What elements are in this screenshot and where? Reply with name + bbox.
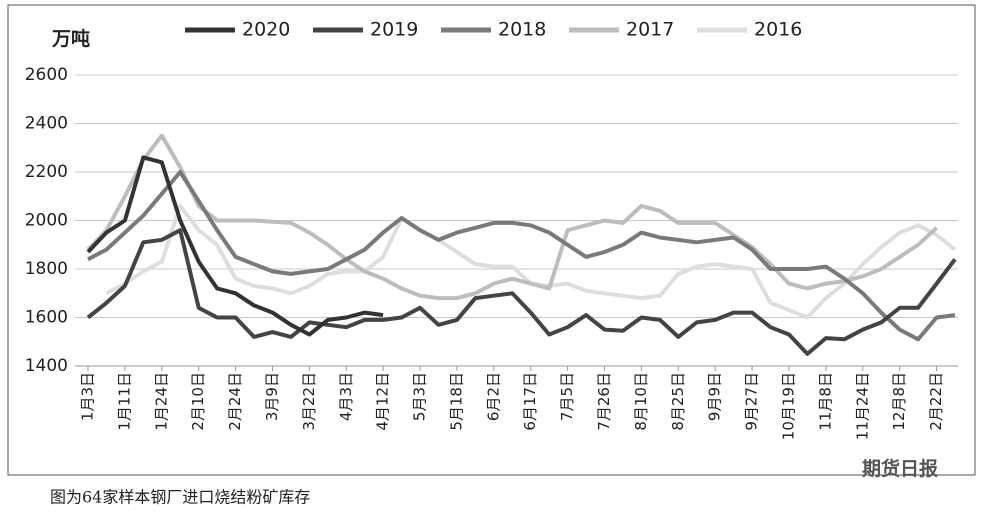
series-line: [86, 155, 384, 337]
y-tick-label: 1400: [25, 356, 68, 376]
legend-label: 2016: [754, 19, 802, 41]
x-tick-label: 4月3日: [337, 372, 355, 421]
x-tick-label: 8月10日: [632, 372, 650, 431]
x-tick-label: 2月22日: [927, 372, 945, 431]
y-tick-label: 1800: [25, 259, 68, 279]
x-tick-label: 10月19日: [779, 372, 797, 440]
x-tick-label: 3月9日: [263, 372, 281, 421]
x-tick-label: 2月10日: [189, 372, 207, 431]
x-tick-label: 5月18日: [447, 372, 465, 431]
x-tick-label: 2月24日: [226, 372, 244, 431]
x-tick-label: 5月3日: [411, 372, 429, 421]
x-tick-label: 8月25日: [669, 372, 687, 431]
x-tick-label: 11月8日: [816, 372, 834, 431]
legend-label: 2017: [626, 19, 674, 41]
y-tick-label: 2400: [25, 114, 68, 134]
y-tick-label: 2600: [25, 65, 68, 85]
x-tick-label: 1月24日: [152, 372, 170, 431]
caption: 图为64家样本钢厂进口烧结粉矿库存: [50, 488, 310, 507]
legend-label: 2019: [370, 19, 418, 41]
x-tick-label: 9月27日: [743, 372, 761, 431]
x-tick-label: 11月24日: [853, 372, 871, 440]
x-tick-label: 3月22日: [300, 372, 318, 431]
legend-label: 2020: [242, 19, 290, 41]
y-tick-label: 2000: [25, 211, 68, 231]
unit-label: 万吨: [51, 27, 90, 50]
y-tick-label: 1600: [25, 308, 68, 328]
series-line: [86, 133, 938, 301]
x-tick-label: 7月5日: [558, 372, 576, 421]
x-tick-label: 7月26日: [595, 372, 613, 431]
x-tick-label: 12月8日: [890, 372, 908, 431]
x-tick-label: 9月9日: [706, 372, 724, 421]
x-tick-label: 6月2日: [484, 372, 502, 421]
series-line: [86, 228, 957, 356]
x-tick-label: 6月17日: [521, 372, 539, 431]
legend-label: 2018: [498, 19, 546, 41]
series-line: [87, 170, 956, 342]
series-line: [105, 203, 957, 320]
watermark: 期货日报: [862, 457, 938, 480]
x-tick-label: 1月3日: [79, 372, 97, 421]
y-tick-label: 2200: [25, 162, 68, 182]
frame: [7, 4, 976, 476]
x-tick-label: 4月12日: [374, 372, 392, 431]
x-tick-label: 1月11日: [115, 372, 133, 431]
